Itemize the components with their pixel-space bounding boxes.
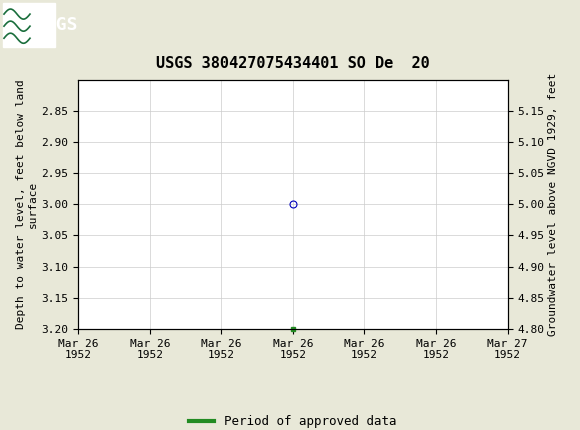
Bar: [3, 3, 55, 47]
Text: USGS: USGS: [34, 16, 78, 34]
Title: USGS 380427075434401 SO De  20: USGS 380427075434401 SO De 20: [156, 56, 430, 71]
Legend: Period of approved data: Period of approved data: [184, 410, 401, 430]
Y-axis label: Depth to water level, feet below land
surface: Depth to water level, feet below land su…: [16, 80, 38, 329]
Y-axis label: Groundwater level above NGVD 1929, feet: Groundwater level above NGVD 1929, feet: [548, 73, 559, 336]
